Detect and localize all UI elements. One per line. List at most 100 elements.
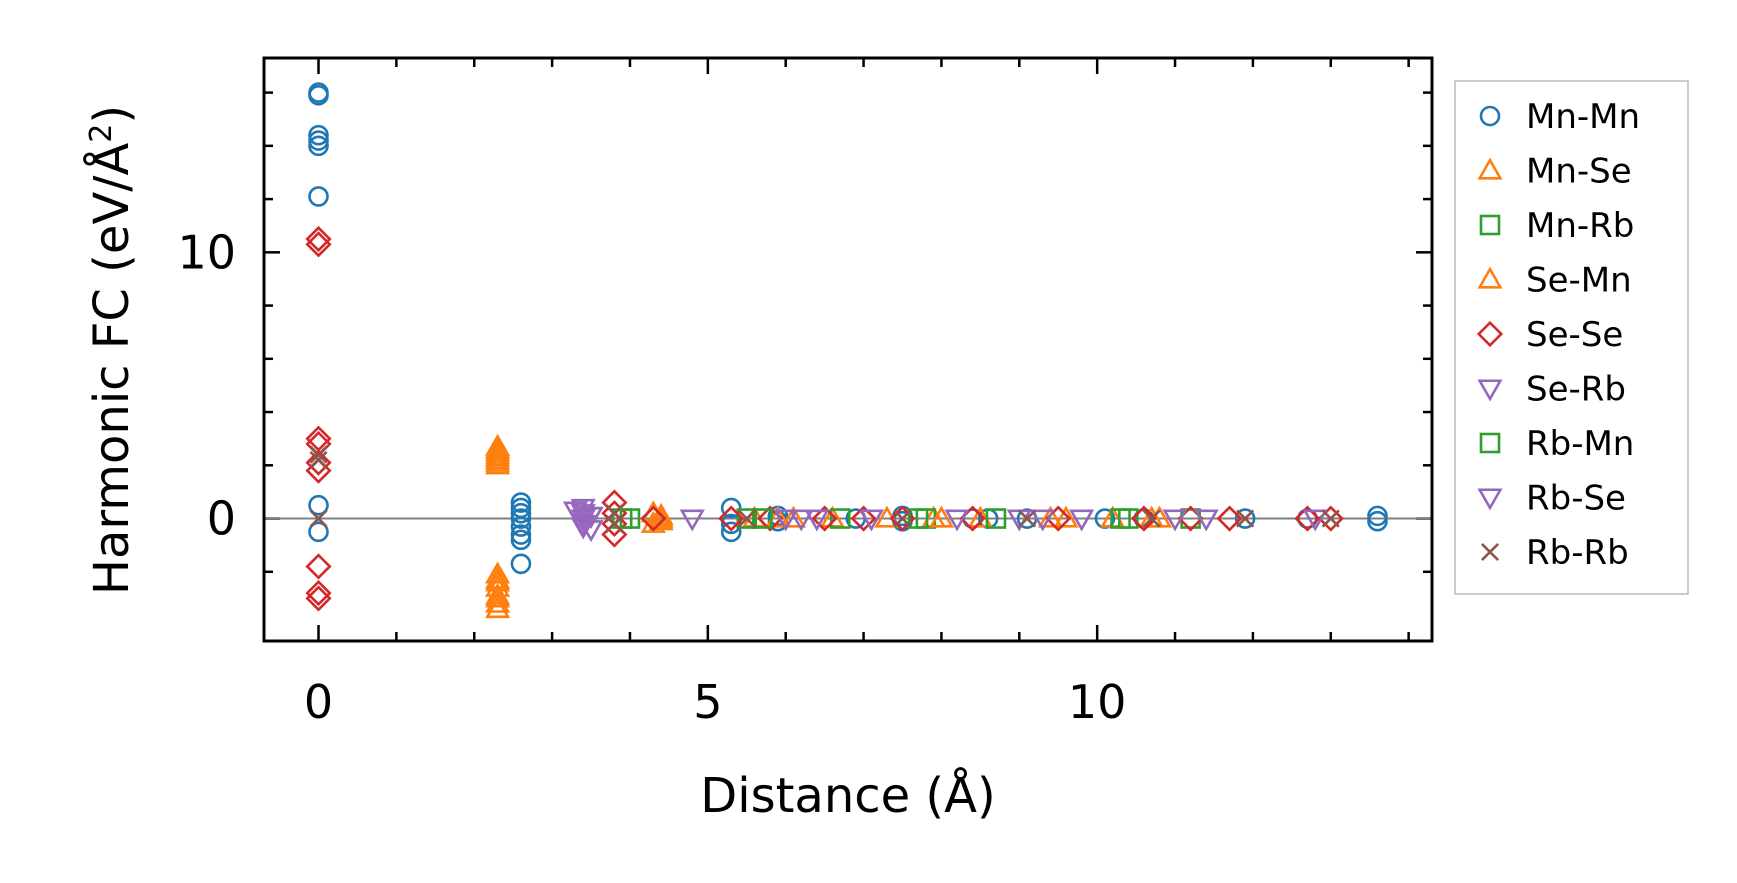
data-point <box>804 509 830 532</box>
data-points <box>305 82 1388 619</box>
legend-label: Mn-Se <box>1526 152 1632 192</box>
data-point <box>648 505 674 528</box>
data-point <box>308 130 329 151</box>
data-point <box>485 444 511 467</box>
data-point <box>1018 509 1037 528</box>
data-point <box>485 449 511 472</box>
data-point <box>737 509 756 528</box>
y-tick-label: 10 <box>177 225 236 279</box>
data-point <box>1216 505 1243 532</box>
data-point <box>485 447 511 470</box>
data-point <box>485 561 511 584</box>
legend-marker <box>1477 157 1503 180</box>
data-point <box>858 509 884 532</box>
legend-entry: Rb-Rb <box>1480 533 1629 573</box>
data-point <box>928 505 955 528</box>
data-point <box>780 505 807 528</box>
data-point <box>485 436 511 459</box>
data-point <box>309 509 328 528</box>
data-point <box>570 514 596 537</box>
data-point <box>305 579 332 607</box>
axis-ticks <box>264 58 1432 641</box>
data-point <box>788 509 814 532</box>
data-point <box>510 516 532 537</box>
data-point <box>308 124 329 146</box>
data-point <box>648 508 674 531</box>
legend-label: Se-Rb <box>1526 370 1626 410</box>
plot-frame <box>262 56 1434 643</box>
y-tick-label: 0 <box>207 492 236 546</box>
legend-marker <box>1479 105 1501 127</box>
data-point <box>752 508 773 529</box>
data-point <box>510 524 532 545</box>
data-point <box>1294 505 1321 532</box>
data-point <box>1053 505 1079 528</box>
data-point <box>1162 509 1188 532</box>
data-point <box>1302 509 1328 532</box>
legend-label: Se-Se <box>1526 315 1623 355</box>
series-se-mn <box>485 436 1165 608</box>
legend-entry: Se-Rb <box>1477 370 1626 410</box>
data-point <box>811 505 838 532</box>
data-point <box>485 585 511 608</box>
series-se-se <box>305 225 1344 612</box>
data-point <box>985 508 1007 529</box>
legend-marker <box>1477 266 1503 289</box>
data-point <box>485 590 511 613</box>
data-point <box>510 553 532 575</box>
data-point <box>1110 508 1131 529</box>
data-point <box>570 517 596 540</box>
data-point <box>485 439 511 462</box>
x-tick-label: 0 <box>304 675 333 729</box>
legend-marker <box>1479 214 1501 236</box>
data-point <box>510 492 532 513</box>
data-point <box>720 497 742 519</box>
legend-items: Mn-Mn Mn-Se Mn-Rb Se-Mn Se-Se Se-Rb Rb-Mn Rb-Se… <box>1476 97 1640 573</box>
legend-marker <box>1477 379 1503 402</box>
legend-marker <box>1479 432 1501 454</box>
data-point <box>510 529 532 551</box>
data-point <box>765 505 791 528</box>
data-point <box>967 505 993 528</box>
legend-entry: Se-Se <box>1476 315 1623 355</box>
series-rb-mn <box>619 508 1131 529</box>
data-point <box>562 501 589 524</box>
data-point <box>720 521 742 543</box>
legend-entry: Rb-Se <box>1477 479 1626 519</box>
data-point <box>1193 509 1219 532</box>
data-point <box>1069 509 1095 532</box>
legend-label: Mn-Rb <box>1526 206 1634 246</box>
legend-label: Rb-Mn <box>1526 424 1634 464</box>
legend-marker <box>1477 488 1503 511</box>
data-point <box>907 508 929 529</box>
x-axis-title: Distance (Å) <box>700 767 995 824</box>
data-point <box>1142 509 1161 528</box>
legend-marker <box>1476 320 1504 348</box>
data-point <box>305 231 332 258</box>
data-point <box>640 505 667 532</box>
data-point <box>1367 505 1388 527</box>
data-point <box>308 84 329 106</box>
legend-entry: Mn-Mn <box>1479 97 1640 137</box>
data-point <box>309 450 328 469</box>
data-point <box>1236 509 1255 528</box>
data-point <box>679 509 705 532</box>
data-point <box>605 514 624 533</box>
series-rb-se <box>562 501 1219 540</box>
x-tick-label: 10 <box>1068 675 1127 729</box>
legend-entry: Mn-Rb <box>1479 206 1634 246</box>
data-point <box>718 505 745 532</box>
data-point <box>578 506 604 529</box>
data-point <box>308 186 329 207</box>
data-point <box>829 508 851 529</box>
data-point <box>305 225 332 253</box>
data-point <box>510 508 532 529</box>
data-point <box>308 494 329 516</box>
data-point <box>309 445 328 464</box>
legend-marker <box>1480 542 1500 562</box>
data-point <box>736 508 758 529</box>
data-point <box>1234 508 1256 529</box>
legend-label: Se-Mn <box>1526 261 1632 301</box>
y-tick-labels: 0 10 <box>177 225 236 545</box>
data-point <box>305 553 332 580</box>
